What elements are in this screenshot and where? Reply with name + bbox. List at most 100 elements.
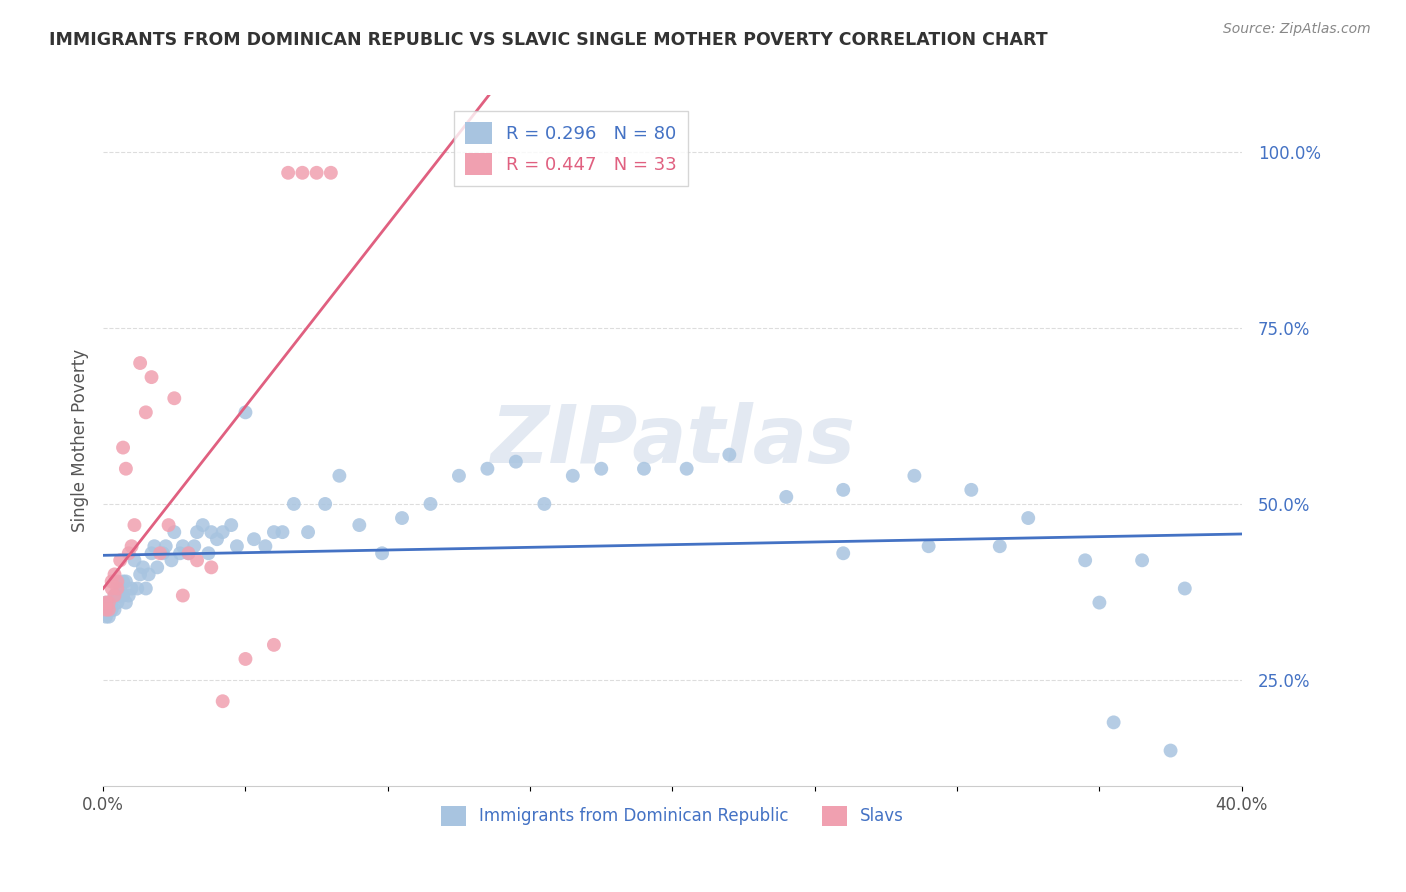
Text: IMMIGRANTS FROM DOMINICAN REPUBLIC VS SLAVIC SINGLE MOTHER POVERTY CORRELATION C: IMMIGRANTS FROM DOMINICAN REPUBLIC VS SL… [49, 31, 1047, 49]
Point [633, 461, 655, 475]
Point [149, 546, 172, 560]
Point [152, 546, 174, 560]
Point [103, 567, 125, 582]
Point [177, 546, 200, 560]
Point [172, 539, 194, 553]
Point [903, 468, 925, 483]
Point [197, 546, 219, 560]
Point [205, 532, 228, 546]
Point [105, 589, 128, 603]
Point [103, 589, 125, 603]
Point [112, 574, 135, 589]
Point [283, 497, 305, 511]
Point [371, 546, 394, 560]
Point [94, 596, 117, 610]
Point [115, 574, 138, 589]
Point [115, 596, 138, 610]
Point [100, 596, 122, 610]
Point [191, 518, 214, 533]
Point [160, 553, 183, 567]
Point [121, 539, 143, 553]
Point [129, 356, 152, 370]
Point [108, 589, 131, 603]
Point [121, 582, 143, 596]
Point [591, 461, 613, 475]
Point [186, 525, 208, 540]
Point [97, 596, 120, 610]
Point [141, 546, 163, 560]
Point [112, 589, 135, 603]
Point [305, 166, 328, 180]
Point [960, 483, 983, 497]
Point [832, 546, 855, 560]
Point [1088, 596, 1111, 610]
Point [103, 589, 125, 603]
Text: Source: ZipAtlas.com: Source: ZipAtlas.com [1223, 22, 1371, 37]
Point [94, 596, 117, 610]
Point [169, 546, 191, 560]
Point [533, 497, 555, 511]
Point [124, 553, 146, 567]
Point [200, 525, 222, 540]
Point [211, 694, 233, 708]
Point [118, 589, 141, 603]
Point [108, 582, 131, 596]
Point [1017, 511, 1039, 525]
Point [155, 539, 177, 553]
Point [219, 518, 242, 533]
Point [1102, 715, 1125, 730]
Point [124, 518, 146, 533]
Point [263, 525, 285, 540]
Point [163, 391, 186, 405]
Point [127, 582, 149, 596]
Point [143, 539, 166, 553]
Point [186, 553, 208, 567]
Point [391, 511, 413, 525]
Point [314, 497, 336, 511]
Point [277, 166, 299, 180]
Point [146, 560, 169, 574]
Point [163, 525, 186, 540]
Point [172, 589, 194, 603]
Point [115, 461, 138, 475]
Point [118, 546, 141, 560]
Point [561, 468, 583, 483]
Point [100, 602, 122, 616]
Point [775, 490, 797, 504]
Point [100, 574, 122, 589]
Point [97, 602, 120, 616]
Point [235, 405, 257, 419]
Point [419, 497, 441, 511]
Point [97, 609, 120, 624]
Point [235, 652, 257, 666]
Point [718, 448, 741, 462]
Point [1174, 582, 1197, 596]
Point [211, 525, 233, 540]
Point [988, 539, 1011, 553]
Point [157, 518, 180, 533]
Point [100, 596, 122, 610]
Y-axis label: Single Mother Poverty: Single Mother Poverty [72, 349, 89, 533]
Text: ZIPatlas: ZIPatlas [489, 401, 855, 480]
Point [141, 370, 163, 384]
Point [263, 638, 285, 652]
Point [297, 525, 319, 540]
Point [917, 539, 939, 553]
Point [108, 553, 131, 567]
Point [138, 567, 160, 582]
Point [105, 582, 128, 596]
Point [100, 582, 122, 596]
Point [832, 483, 855, 497]
Point [112, 441, 135, 455]
Point [183, 539, 205, 553]
Point [675, 461, 697, 475]
Point [105, 596, 128, 610]
Point [94, 609, 117, 624]
Point [97, 602, 120, 616]
Point [1130, 553, 1153, 567]
Point [243, 532, 266, 546]
Point [505, 455, 527, 469]
Point [135, 582, 157, 596]
Point [1160, 743, 1182, 757]
Point [105, 574, 128, 589]
